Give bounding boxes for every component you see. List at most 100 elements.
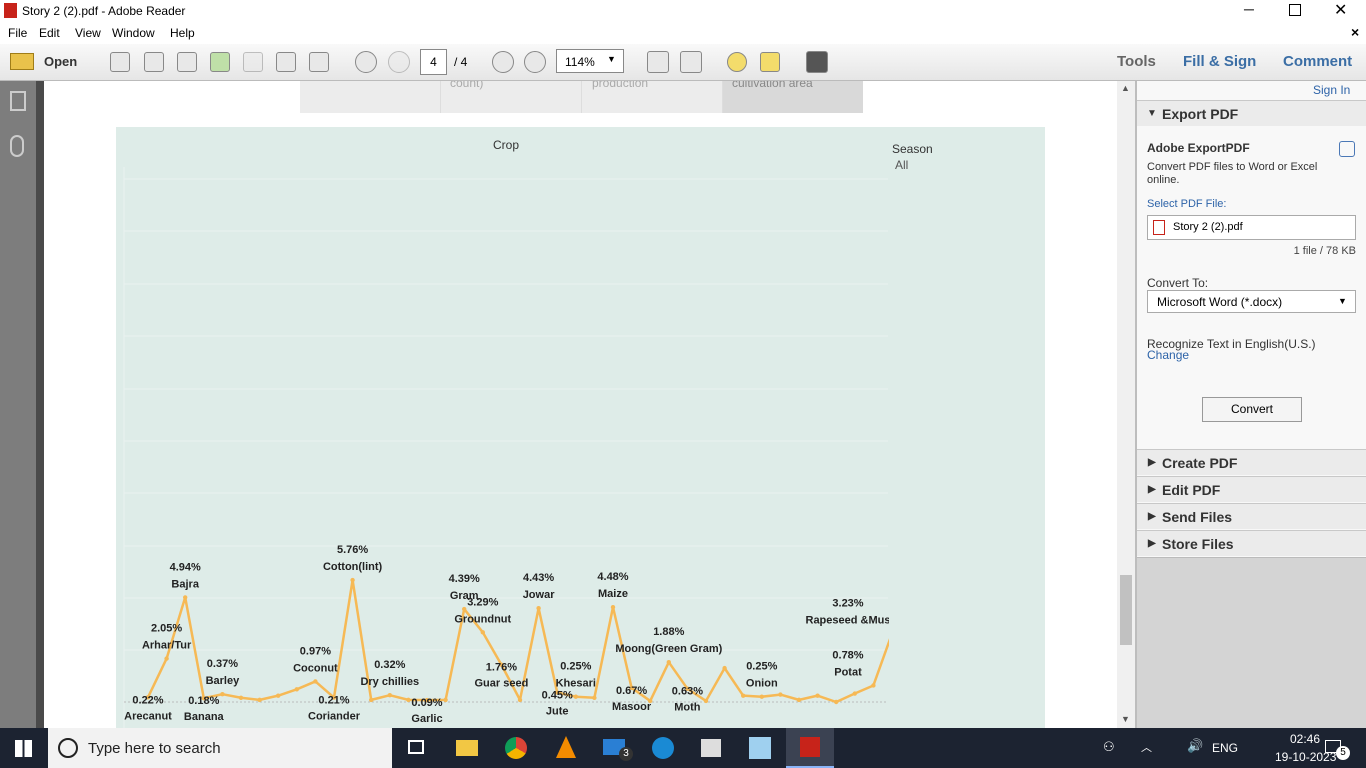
chrome[interactable] bbox=[505, 737, 527, 759]
service-name: Adobe ExportPDF bbox=[1147, 141, 1250, 155]
section-title: Create PDF bbox=[1162, 455, 1238, 471]
change-link[interactable]: Change bbox=[1147, 348, 1190, 362]
data-point bbox=[369, 697, 374, 703]
zoom-dropdown[interactable]: ▼ bbox=[607, 54, 616, 64]
open-icon[interactable] bbox=[10, 53, 34, 70]
data-point bbox=[592, 695, 597, 700]
scroll-up[interactable]: ▲ bbox=[1121, 83, 1130, 93]
data-point bbox=[834, 699, 839, 705]
tool-icon[interactable] bbox=[177, 52, 197, 72]
close-doc[interactable]: × bbox=[1351, 24, 1360, 40]
data-label: 4.48% bbox=[597, 571, 628, 583]
data-point bbox=[555, 690, 560, 695]
maximize[interactable] bbox=[1289, 4, 1301, 16]
file-info: 1 file / 78 KB bbox=[1293, 245, 1356, 257]
zoom-box[interactable]: 114% bbox=[556, 49, 624, 73]
pages-icon[interactable] bbox=[10, 91, 26, 111]
data-point bbox=[685, 686, 690, 691]
taskbar: Type here to search 3 ⚇ ︿ 🔊 ENG 02:46 19… bbox=[0, 728, 1366, 768]
clock-date[interactable]: 19-10-2023 bbox=[1275, 750, 1337, 764]
menu-item[interactable]: View bbox=[75, 26, 101, 40]
category-label: Maize bbox=[598, 588, 628, 600]
menu-item[interactable]: Help bbox=[170, 26, 195, 40]
search-box[interactable]: Type here to search bbox=[48, 728, 392, 768]
volume[interactable]: 🔊 bbox=[1187, 738, 1204, 753]
prev-page[interactable] bbox=[355, 51, 377, 73]
next-page[interactable] bbox=[388, 51, 410, 73]
print-icon[interactable] bbox=[276, 52, 296, 72]
data-point bbox=[815, 693, 820, 698]
section-header[interactable]: ▶ Store Files bbox=[1137, 530, 1366, 556]
sign-in[interactable]: Sign In bbox=[1313, 83, 1351, 97]
tray-arrow[interactable]: ︿ bbox=[1141, 742, 1152, 754]
tab[interactable]: Fill & Sign bbox=[1183, 53, 1257, 70]
format-dropdown[interactable]: Microsoft Word (*.docx) ▼ bbox=[1147, 290, 1356, 313]
explorer[interactable] bbox=[456, 740, 478, 756]
tool-icon[interactable] bbox=[243, 52, 263, 72]
data-point bbox=[443, 697, 448, 703]
file-box[interactable]: Story 2 (2).pdf bbox=[1147, 215, 1356, 240]
category-label: Arhar/Tur bbox=[142, 640, 192, 652]
data-point bbox=[220, 691, 225, 697]
category-label: Dry chillies bbox=[360, 676, 419, 688]
scroll-down[interactable]: ▼ bbox=[1121, 714, 1130, 724]
format: Microsoft Word (*.docx) bbox=[1157, 295, 1283, 309]
store[interactable] bbox=[701, 739, 721, 757]
section-header[interactable]: ▶ Send Files bbox=[1137, 503, 1366, 529]
edge[interactable] bbox=[652, 737, 674, 759]
close[interactable]: ✕ bbox=[1334, 2, 1348, 19]
file-name: Story 2 (2).pdf bbox=[1173, 221, 1243, 233]
menu-item[interactable]: Edit bbox=[39, 26, 60, 40]
toolbar: Open 4 / 4 114% ▼ Tools Fill & Sign Comm… bbox=[0, 44, 1366, 81]
category-label: Potat bbox=[834, 666, 862, 678]
sign-icon[interactable] bbox=[760, 52, 780, 72]
select-label: Select PDF File: bbox=[1147, 198, 1227, 210]
data-point bbox=[480, 630, 485, 635]
page-input[interactable]: 4 bbox=[420, 49, 447, 75]
data-point bbox=[517, 697, 523, 703]
tab[interactable]: Comment bbox=[1283, 53, 1353, 70]
comment-icon[interactable] bbox=[727, 52, 747, 72]
section-header[interactable]: ▶ Edit PDF bbox=[1137, 476, 1366, 502]
section-header[interactable]: ▶ Create PDF bbox=[1137, 449, 1366, 475]
open-button[interactable]: Open bbox=[44, 54, 78, 69]
category-label: Barley bbox=[206, 675, 241, 687]
fit-page[interactable] bbox=[647, 51, 669, 73]
category-label: Jute bbox=[546, 705, 569, 717]
reader-icon bbox=[800, 737, 820, 757]
fullscreen[interactable] bbox=[806, 51, 828, 73]
menu-item[interactable]: Window bbox=[112, 26, 155, 40]
fit-width[interactable] bbox=[680, 51, 702, 73]
scroll-thumb[interactable] bbox=[1120, 575, 1132, 645]
mail-icon[interactable] bbox=[309, 52, 329, 72]
tool-icon[interactable] bbox=[210, 52, 230, 72]
snip[interactable] bbox=[749, 737, 771, 759]
vlc[interactable] bbox=[556, 736, 576, 758]
convert-button[interactable]: Convert bbox=[1202, 397, 1302, 422]
data-point bbox=[238, 695, 244, 700]
zoom-in[interactable] bbox=[524, 51, 546, 73]
language[interactable]: ENG bbox=[1212, 741, 1239, 755]
data-point bbox=[741, 693, 746, 698]
zoom-out[interactable] bbox=[492, 51, 514, 73]
data-point bbox=[536, 605, 541, 611]
task-view[interactable] bbox=[408, 740, 424, 754]
section-header[interactable]: ▼ Export PDF bbox=[1137, 100, 1366, 126]
data-label: 4.43% bbox=[523, 572, 554, 584]
tool-icon[interactable] bbox=[144, 52, 164, 72]
menu-item[interactable]: File bbox=[8, 26, 28, 40]
data-point bbox=[331, 695, 337, 700]
clock-time[interactable]: 02:46 bbox=[1290, 732, 1321, 746]
people-icon[interactable]: ⚇ bbox=[1103, 739, 1115, 754]
scrollbar: ▲ ▼ bbox=[1117, 81, 1135, 728]
tool-icon[interactable] bbox=[110, 52, 130, 72]
data-label: 0.18% bbox=[188, 695, 219, 707]
start-button[interactable] bbox=[15, 740, 32, 757]
attachments-icon[interactable] bbox=[10, 135, 24, 157]
app-icon bbox=[4, 3, 17, 18]
tab[interactable]: Tools bbox=[1117, 53, 1156, 70]
data-label: 0.09% bbox=[411, 697, 442, 709]
minimize[interactable]: ─ bbox=[1244, 1, 1254, 17]
data-point bbox=[703, 698, 709, 704]
reader-task[interactable] bbox=[786, 728, 834, 768]
